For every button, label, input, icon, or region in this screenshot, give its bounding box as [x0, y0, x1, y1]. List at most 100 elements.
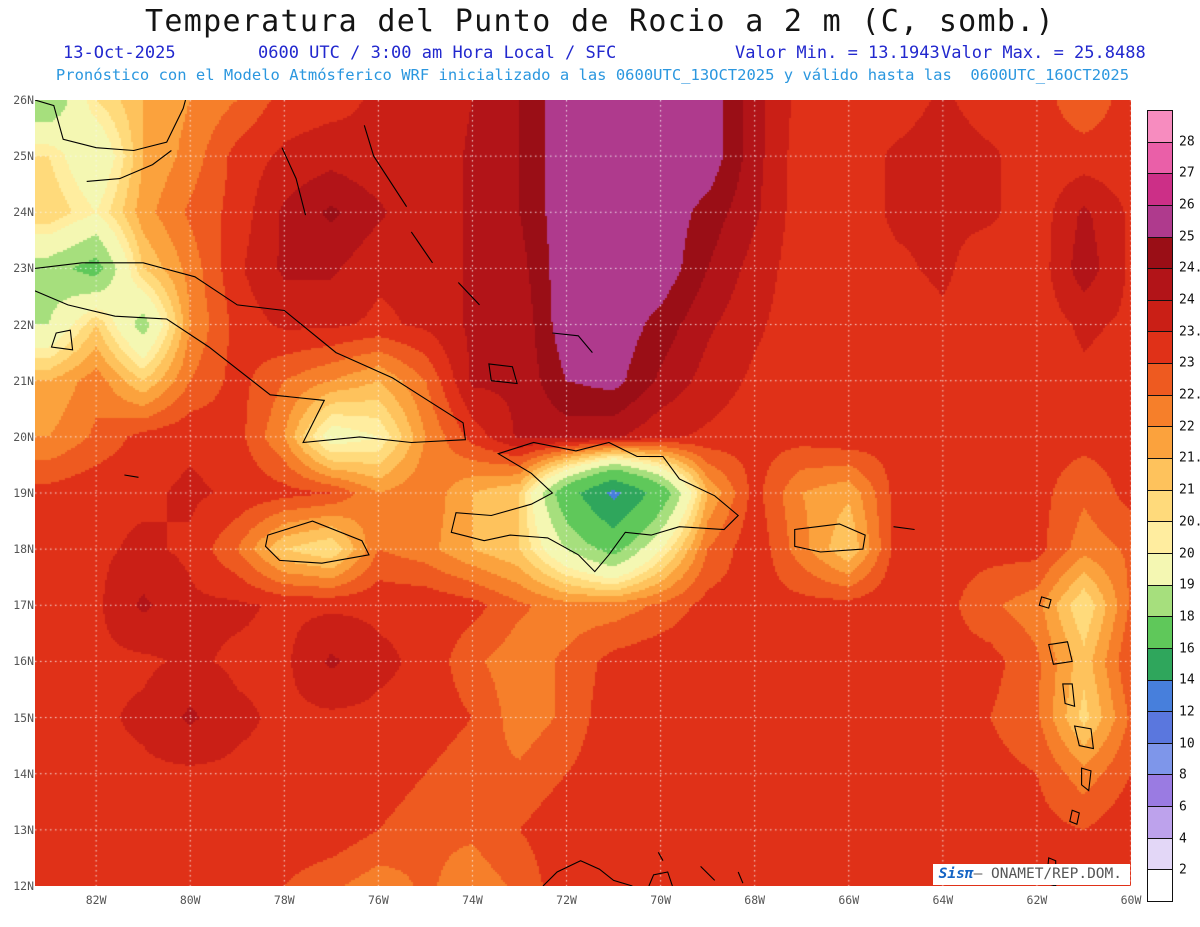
coastlines-svg — [35, 100, 1095, 886]
lon-tick-label: 70W — [650, 893, 671, 907]
lat-tick-label: 14N — [13, 766, 34, 781]
coastline-dominica — [1062, 683, 1076, 708]
lat-tick-label: 21N — [13, 373, 34, 388]
colorbar-tick-label: 28 — [1179, 134, 1195, 150]
lon-tick-label: 76W — [367, 893, 389, 907]
colorbar-tick-label: 22.5 — [1179, 387, 1200, 403]
colorbar-segment — [1147, 552, 1173, 586]
lat-tick-label: 12N — [13, 879, 34, 893]
colorbar-tick-label: 6 — [1179, 799, 1187, 815]
coastline-florida — [35, 100, 187, 152]
coastline-aruba — [657, 852, 664, 861]
colorbar-segment — [1147, 806, 1173, 839]
colorbar-tick-label: 12 — [1179, 704, 1195, 720]
colorbar-tick-label: 4 — [1179, 831, 1187, 847]
colorbar-tick-label: 24 — [1179, 292, 1195, 308]
coastline-andros — [281, 147, 307, 216]
date-label: 13-Oct-2025 — [63, 43, 176, 63]
colorbar-tick-label: 20.5 — [1179, 514, 1200, 530]
time-label: 0600 UTC / 3:00 am Hora Local / SFC — [258, 43, 617, 63]
colorbar-segment — [1147, 869, 1173, 903]
coastline-curacao — [700, 866, 716, 881]
colorbar-segment — [1147, 742, 1173, 776]
coastline-cuba — [35, 262, 467, 444]
watermark-brand: Sisπ — [938, 866, 974, 882]
colorbar-segment — [1147, 363, 1173, 396]
colorbar-tick-label: 14 — [1179, 672, 1195, 688]
colorbar-segment — [1147, 173, 1173, 206]
lat-tick-label: 26N — [13, 93, 34, 107]
colorbar-tick-label: 23 — [1179, 355, 1195, 371]
lat-tick-label: 25N — [13, 149, 34, 164]
colorbar-segment — [1147, 458, 1173, 491]
colorbar — [1147, 110, 1173, 903]
colorbar-tick-label: 21.5 — [1179, 450, 1200, 466]
min-value-label: Valor Min. = 13.1943 — [735, 43, 940, 63]
lat-tick-label: 24N — [13, 205, 34, 220]
lon-tick-label: 78W — [273, 893, 295, 907]
colorbar-segment — [1147, 679, 1173, 713]
colorbar-segment — [1147, 331, 1173, 365]
lat-tick-label: 22N — [13, 317, 34, 332]
colorbar-tick-label: 2 — [1179, 862, 1187, 878]
colorbar-tick-label: 25 — [1179, 229, 1195, 245]
coastline-martinique — [1073, 725, 1095, 750]
colorbar-tick-label: 10 — [1179, 736, 1195, 752]
coastline-virgin-islands — [893, 526, 915, 531]
colorbar-tick-label: 18 — [1179, 609, 1195, 625]
colorbar-segment — [1147, 837, 1173, 871]
colorbar-segment — [1147, 204, 1173, 238]
lat-tick-label: 23N — [13, 261, 34, 276]
lon-tick-label: 68W — [744, 893, 766, 907]
max-value-label: Valor Max. = 25.8488 — [941, 43, 1146, 63]
coastline-hispaniola — [450, 441, 740, 573]
lat-tick-label: 13N — [13, 822, 34, 837]
coastline-puerto-rico — [794, 523, 866, 553]
forecast-line: Pronóstico con el Modelo Atmósferico WRF… — [55, 66, 1130, 84]
coastline-long-island — [410, 231, 433, 264]
colorbar-segment — [1147, 110, 1173, 143]
colorbar-segment — [1147, 299, 1173, 333]
lon-tick-label: 82W — [85, 893, 107, 907]
coastline-st-lucia — [1081, 767, 1092, 792]
coastline-guajira — [542, 860, 633, 886]
coastline-bonaire — [737, 871, 744, 884]
colorbar-segment — [1147, 268, 1173, 301]
coastline-antigua — [1038, 596, 1052, 609]
coastline-isla-juventud — [50, 329, 74, 351]
colorbar-segment — [1147, 394, 1173, 428]
colorbar-tick-label: 26 — [1179, 197, 1195, 213]
colorbar-segment — [1147, 711, 1173, 744]
colorbar-segment — [1147, 141, 1173, 175]
dewpoint-field-canvas — [35, 100, 1131, 886]
coastline-jamaica — [264, 520, 370, 564]
colorbar-tick-label: 27 — [1179, 165, 1195, 181]
lon-tick-label: 72W — [556, 893, 577, 907]
lat-tick-label: 18N — [13, 542, 34, 557]
colorbar-segment — [1147, 489, 1173, 523]
lon-tick-label: 66W — [838, 893, 860, 907]
lon-tick-label: 74W — [462, 893, 483, 907]
coastline-turks-caicos — [552, 332, 593, 353]
lat-tick-label: 20N — [13, 429, 34, 444]
lat-tick-label: 15N — [13, 710, 34, 725]
colorbar-tick-label: 20 — [1179, 546, 1195, 562]
colorbar-tick-label: 19 — [1179, 577, 1195, 593]
lon-tick-label: 80W — [179, 893, 201, 907]
coastline-st-vincent — [1069, 809, 1080, 825]
coastline-caymans — [124, 474, 139, 478]
lon-tick-label: 62W — [1026, 893, 1048, 907]
colorbar-segment — [1147, 236, 1173, 270]
colorbar-tick-label: 22 — [1179, 419, 1195, 435]
colorbar-segment — [1147, 426, 1173, 460]
watermark: Sisπ– ONAMET/REP.DOM. — [932, 864, 1130, 885]
watermark-text: – ONAMET/REP.DOM. — [973, 866, 1122, 882]
colorbar-tick-label: 23.5 — [1179, 324, 1200, 340]
lon-tick-label: 64W — [932, 893, 954, 907]
lat-tick-label: 17N — [13, 598, 34, 613]
coastline-great-inagua — [488, 363, 518, 385]
map-area: Sisπ– ONAMET/REP.DOM. — [35, 100, 1131, 886]
colorbar-segment — [1147, 774, 1173, 808]
lat-tick-label: 16N — [13, 654, 34, 669]
